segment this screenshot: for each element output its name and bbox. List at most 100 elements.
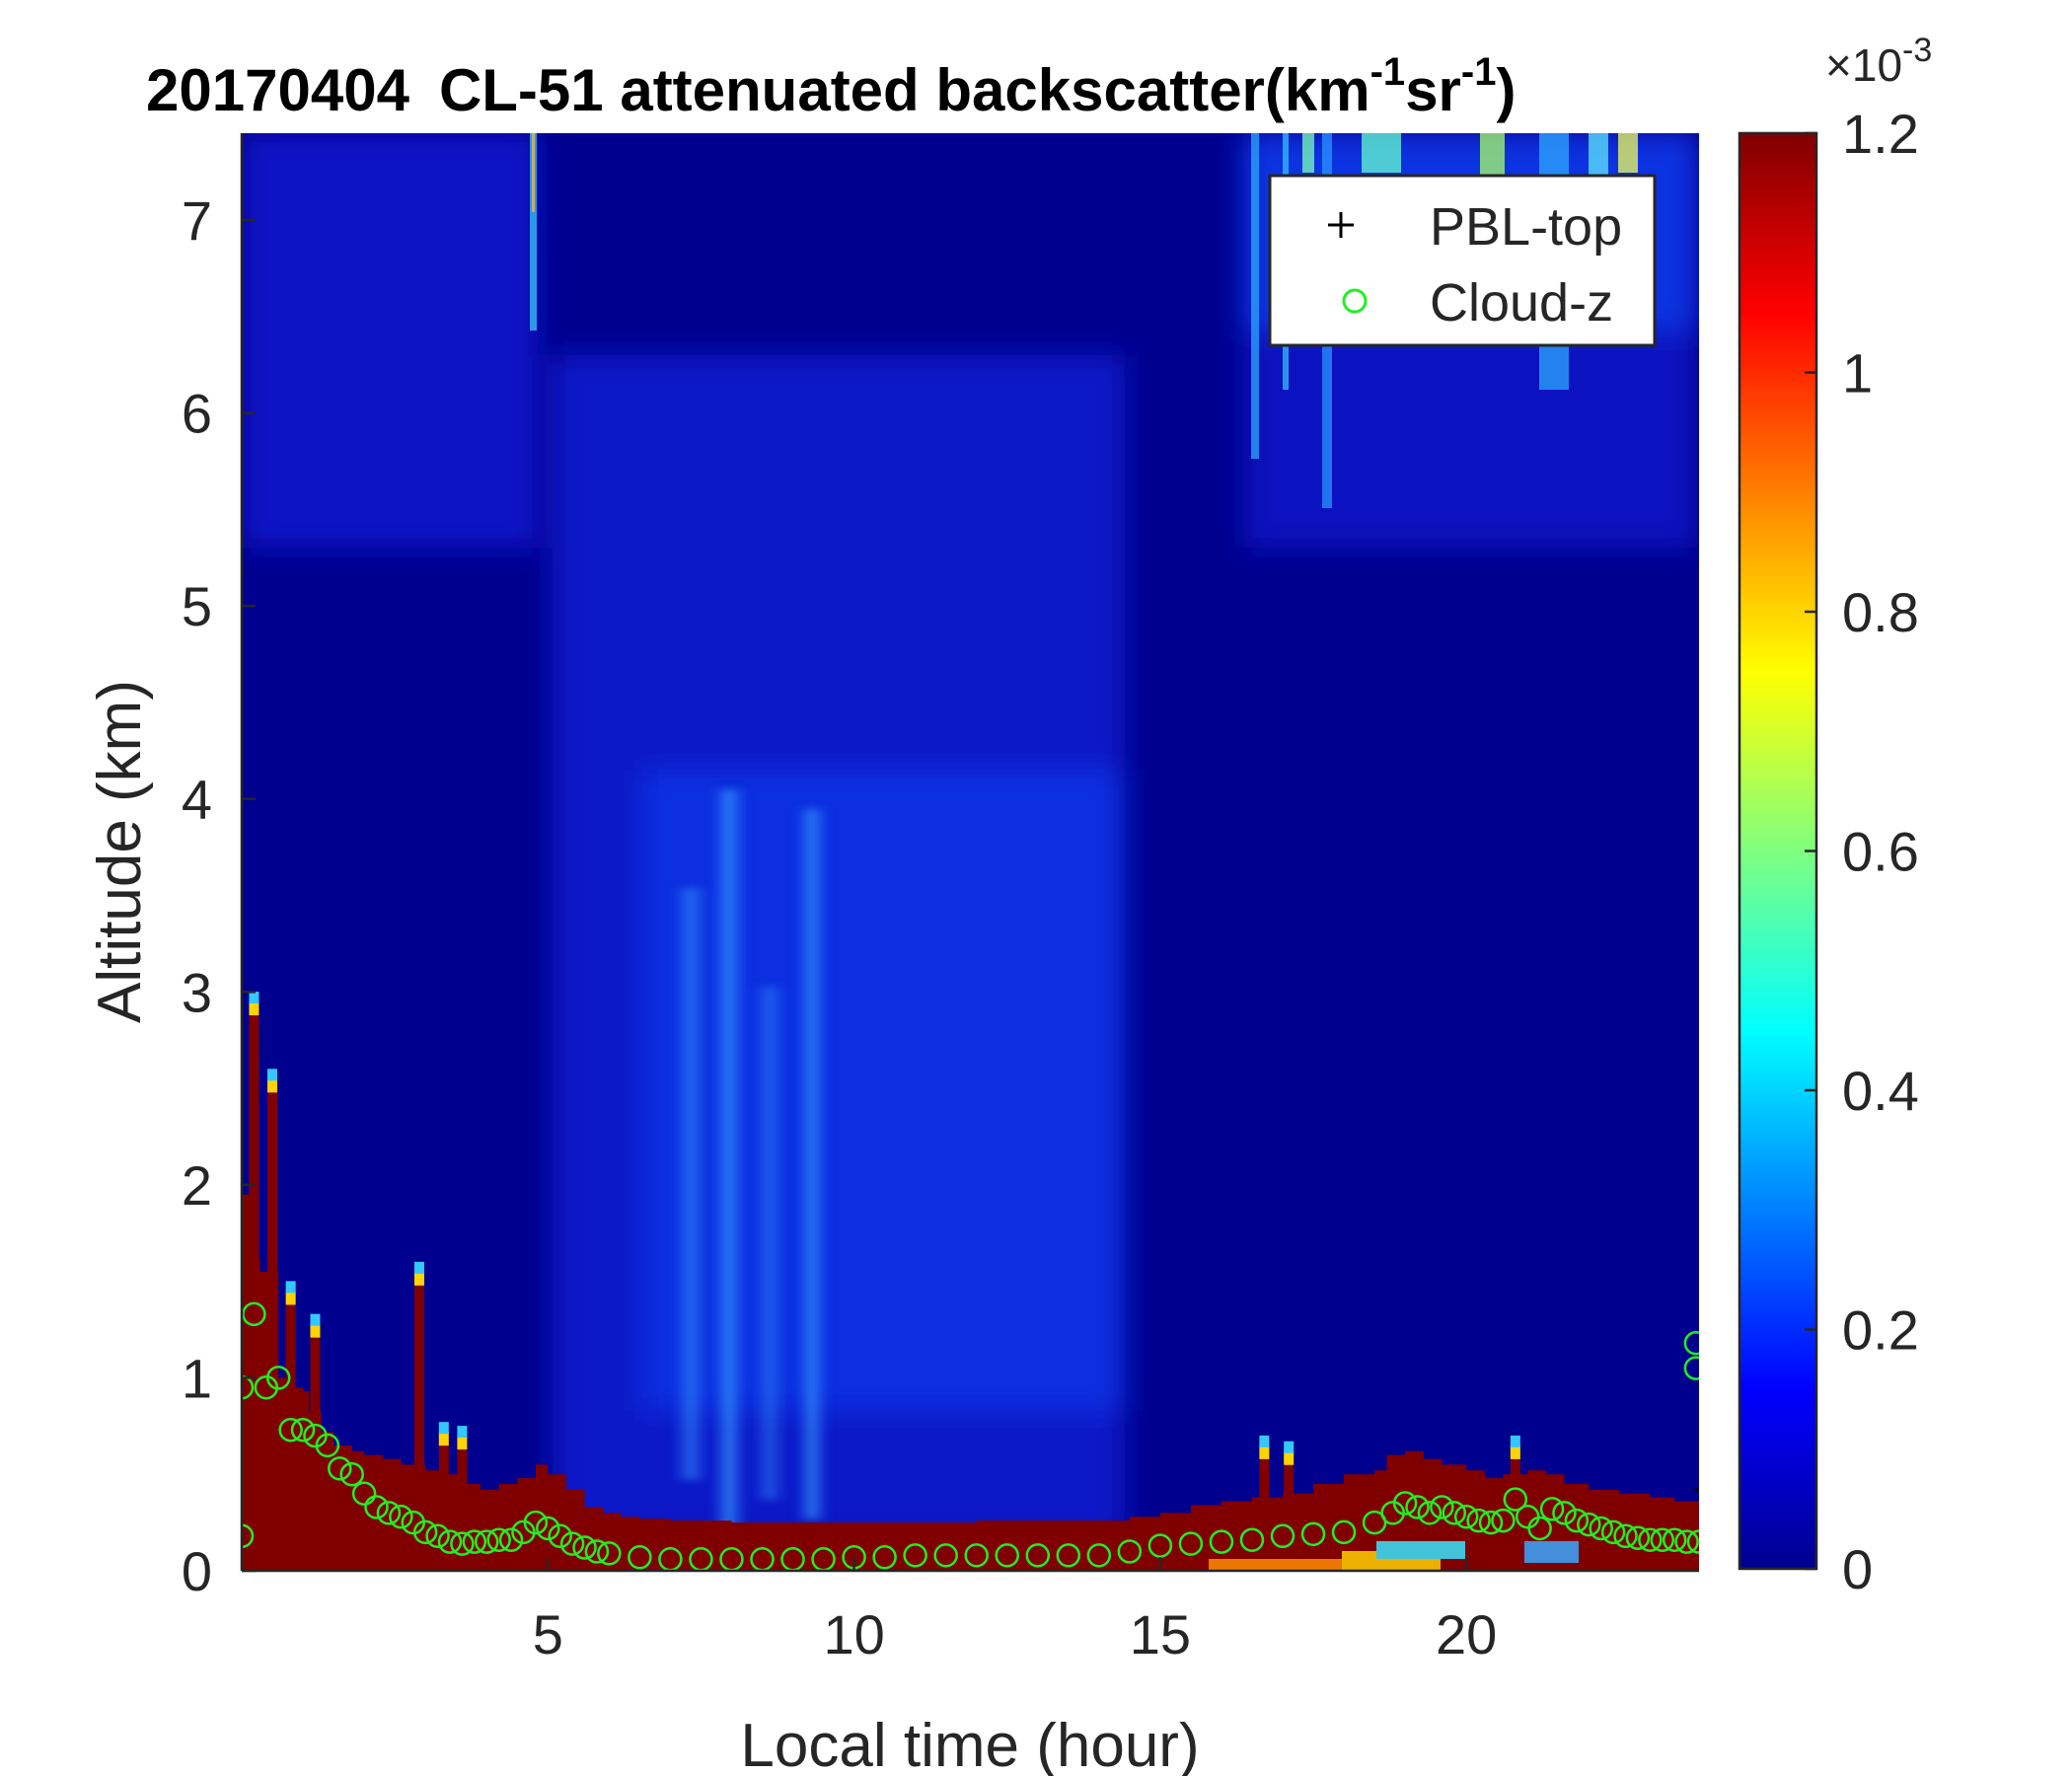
colorbar-tick-label: 0.2 xyxy=(1842,1299,1919,1362)
colorbar-tick-label: 1.2 xyxy=(1842,103,1919,165)
cloud-z-point xyxy=(872,1545,897,1570)
cloud-z-point xyxy=(1331,1519,1357,1545)
spike-tip xyxy=(285,1291,296,1305)
cloud-z-point xyxy=(339,1461,364,1487)
cloud-z-point xyxy=(1466,1508,1491,1533)
cloud-z-point xyxy=(242,1374,255,1400)
cloud-z-point xyxy=(1430,1495,1454,1519)
cloud-z-point xyxy=(628,1545,652,1570)
cloud-z-point xyxy=(412,1519,438,1545)
spike-halo xyxy=(457,1426,468,1439)
cloud-z-point xyxy=(1539,1497,1565,1521)
spike-tip xyxy=(457,1436,468,1450)
x-axis-label: Local time (hour) xyxy=(740,1712,1199,1776)
cloud-z-point xyxy=(1674,1529,1699,1554)
cloud-z-point xyxy=(1683,1330,1699,1356)
x-tick-label: 5 xyxy=(533,1603,563,1665)
colorbar-ticks: 0 0.2 0.4 0.6 0.8 1 1.2 xyxy=(1805,103,1919,1600)
cloud-z-point xyxy=(536,1516,560,1541)
cloud-z-point xyxy=(265,1366,291,1390)
cloud-z-point xyxy=(1025,1543,1051,1568)
legend-item-pbl-top: PBL-top xyxy=(1328,197,1622,257)
cloud-z-point xyxy=(1589,1516,1613,1541)
cloud-z-point xyxy=(1577,1512,1601,1537)
cloud-z-point xyxy=(328,1456,352,1481)
surface-layer xyxy=(242,1194,1699,1571)
cloud-z-point xyxy=(389,1504,413,1529)
spike-column xyxy=(438,1432,449,1571)
cloud-z-point xyxy=(1686,1529,1699,1554)
x-tick-label: 15 xyxy=(1130,1603,1191,1665)
legend-label-cloud-z: Cloud-z xyxy=(1430,273,1613,333)
spike-tip xyxy=(1510,1444,1520,1459)
cloud-z-point xyxy=(1417,1501,1443,1525)
spike-tip xyxy=(267,1078,278,1093)
spike-column xyxy=(285,1291,296,1571)
cloud-z-point xyxy=(1178,1531,1204,1556)
legend-label-pbl-top: PBL-top xyxy=(1430,197,1622,257)
spike-halo xyxy=(1510,1435,1520,1447)
cloud-z-point xyxy=(964,1543,989,1568)
colorbar-exponent: ×10-3 xyxy=(1825,32,1932,91)
cloud-z-point xyxy=(933,1543,958,1568)
cloud-z-point xyxy=(351,1481,377,1507)
colorbar-tick-label: 0.8 xyxy=(1842,581,1919,643)
cloud-z-point xyxy=(474,1529,499,1554)
plot-axes: 5 10 15 20 0 1 2 3 4 5 6 7 xyxy=(182,133,1699,1665)
legend-box xyxy=(1268,174,1657,347)
cloud-z-point xyxy=(1478,1510,1504,1535)
spike-tip xyxy=(413,1271,424,1286)
colorbar-tick-label: 0.6 xyxy=(1842,821,1919,883)
spike-halo xyxy=(249,992,259,1004)
y-tick-label: 6 xyxy=(182,383,212,445)
spike-tip xyxy=(249,1001,259,1016)
cloud-z-point xyxy=(1683,1356,1699,1380)
spike-column xyxy=(267,1078,278,1571)
y-axis-label: Altitude (km) xyxy=(86,680,154,1023)
pbl-top-markers xyxy=(1694,1488,1699,1492)
near-surface-highlights xyxy=(1209,1541,1579,1571)
pbl-top-point xyxy=(1694,1488,1699,1492)
cloud-z-point xyxy=(584,1539,610,1564)
cloud-z-point xyxy=(1552,1501,1577,1525)
cloud-z-point xyxy=(572,1535,597,1560)
y-tick-label: 5 xyxy=(182,575,212,637)
cloud-z-point xyxy=(315,1433,340,1458)
cloud-z-point xyxy=(242,1523,255,1549)
cloud-z-point xyxy=(523,1510,549,1535)
colorbar-tick-label: 0 xyxy=(1842,1538,1873,1600)
heatmap-plot-area xyxy=(242,133,1699,1571)
cloud-z-point xyxy=(437,1529,463,1554)
aerosol-towers xyxy=(671,789,830,1529)
cloud-z-point xyxy=(1239,1527,1265,1552)
chart-title: 20170404 CL-51 attenuated backscatter(km-… xyxy=(146,50,1516,123)
spike-tip xyxy=(310,1323,321,1338)
cloud-z-point xyxy=(1453,1504,1479,1529)
cloud-z-point xyxy=(548,1523,572,1549)
legend: PBL-top Cloud-z xyxy=(1268,174,1657,347)
cloud-z-point xyxy=(1056,1543,1081,1568)
y-tick-label: 2 xyxy=(182,1154,212,1217)
cloud-z-point xyxy=(1270,1523,1295,1549)
y-tick-label: 4 xyxy=(182,769,212,831)
plus-marker-icon xyxy=(1328,212,1354,238)
spike-halo xyxy=(285,1281,296,1294)
cloud-z-point xyxy=(1491,1508,1516,1533)
cloud-z-point xyxy=(1209,1529,1234,1554)
colorbar: 0 0.2 0.4 0.6 0.8 1 1.2 ×10-3 xyxy=(1738,32,1932,1600)
cloud-z-point xyxy=(1392,1491,1418,1516)
cloud-z-point xyxy=(1147,1533,1173,1558)
cloud-z-point xyxy=(559,1531,585,1556)
spike-column xyxy=(1259,1444,1270,1571)
cloud-z-point xyxy=(278,1417,303,1443)
cloud-z-markers xyxy=(242,1301,1699,1571)
spike-halo xyxy=(1259,1435,1270,1447)
cloud-z-point xyxy=(364,1495,389,1519)
cloud-z-point xyxy=(1503,1487,1528,1512)
cloud-z-point xyxy=(1117,1539,1143,1564)
cloud-z-point xyxy=(1086,1543,1112,1568)
cloud-z-point xyxy=(1662,1527,1687,1552)
spike-column xyxy=(1510,1444,1520,1571)
spike-column xyxy=(413,1271,424,1571)
cloud-z-point xyxy=(1650,1527,1675,1552)
